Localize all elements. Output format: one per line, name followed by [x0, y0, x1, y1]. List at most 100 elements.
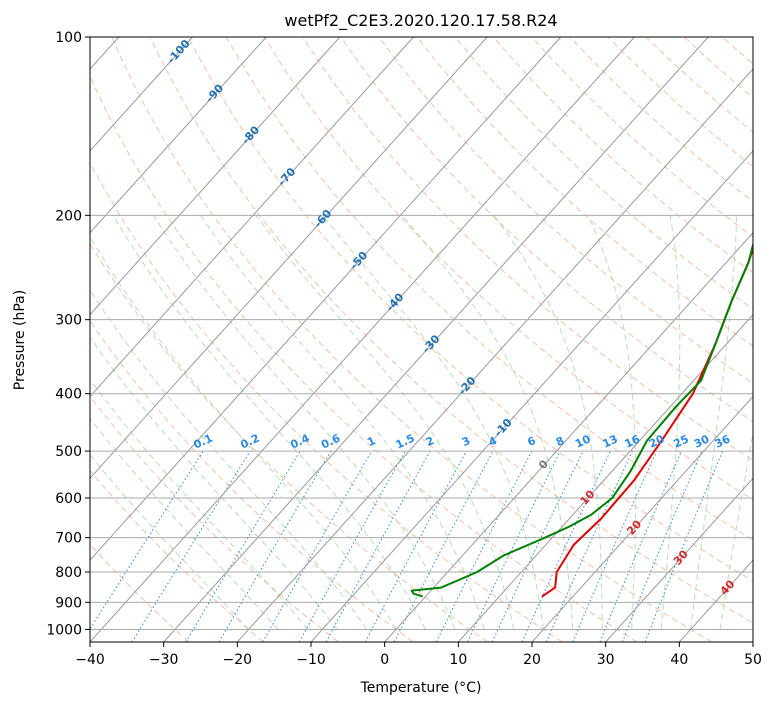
- mixing-ratio-label: 0.4: [288, 431, 311, 451]
- x-tick-label: 0: [380, 652, 389, 668]
- mixing-ratio-line: [185, 450, 301, 642]
- isotherm: [90, 37, 193, 152]
- y-tick-label: 400: [55, 387, 82, 403]
- dry-adiabat: [454, 37, 753, 310]
- mixing-ratio-label: 36: [713, 432, 733, 450]
- x-tick-label: −30: [149, 652, 179, 668]
- moist-adiabat: [660, 215, 681, 630]
- y-tick-label: 600: [55, 491, 82, 507]
- moist-adiabat: [587, 215, 637, 630]
- background-lines: [90, 37, 775, 642]
- mixing-ratio-label: 1.5: [394, 432, 417, 452]
- dry-adiabat: [493, 37, 753, 274]
- moist-adiabat: [90, 235, 397, 630]
- dry-adiabat: [90, 395, 339, 642]
- dry-adiabat: [90, 320, 414, 642]
- chart-title: wetPf2_C2E3.2020.120.17.58.R24: [284, 11, 557, 31]
- moist-adiabat: [255, 215, 515, 630]
- dry-adiabat: [264, 37, 753, 501]
- moist-adiabat: [90, 453, 249, 630]
- dry-adiabat: [531, 37, 753, 238]
- mixing-ratio-label: 25: [672, 432, 691, 450]
- dry-adiabat: [645, 37, 753, 133]
- dry-adiabat: [149, 37, 753, 624]
- y-tick-label: 500: [55, 444, 82, 460]
- dry-adiabat: [90, 543, 190, 642]
- moist-adiabat: [90, 417, 279, 630]
- mixing-ratio-label: 6: [525, 434, 538, 449]
- isotherm: [90, 37, 267, 234]
- mixing-ratio-line: [435, 450, 533, 642]
- mixing-ratio-line: [599, 450, 682, 642]
- moist-adiabat: [402, 214, 574, 630]
- x-tick-label: 40: [670, 652, 688, 668]
- isotherm: [457, 313, 753, 642]
- x-tick-label: 50: [744, 652, 762, 668]
- isotherm: [90, 37, 635, 642]
- x-tick-label: 30: [597, 652, 615, 668]
- mixing-ratio-label: 16: [623, 432, 643, 450]
- mixing-ratio-line: [90, 450, 204, 630]
- y-tick-label: 300: [55, 313, 82, 329]
- mixing-ratio-line: [262, 450, 373, 642]
- mixing-ratio-label: 13: [601, 432, 620, 450]
- profile-lines: [410, 240, 753, 598]
- y-tick-label: 1000: [46, 622, 82, 638]
- dry-adiabat: [90, 161, 563, 642]
- mixing-ratio-line: [364, 450, 467, 642]
- isotherm: [236, 68, 753, 642]
- isotherm: [90, 37, 341, 316]
- y-tick-label: 900: [55, 595, 82, 611]
- y-tick-label: 800: [55, 565, 82, 581]
- mixing-ratio-line: [325, 450, 431, 642]
- mixing-ratio-line: [467, 450, 561, 642]
- x-tick-label: −10: [296, 652, 326, 668]
- dry-adiabat: [761, 37, 775, 642]
- isotherm: [384, 231, 753, 642]
- x-tick-label: −20: [223, 652, 253, 668]
- isotherm: [605, 477, 753, 642]
- axes: −40 −30 −20 −10 0 10 20 30 40 5010020030040050060…: [46, 30, 762, 668]
- mixing-ratio-label: 30: [692, 432, 712, 450]
- isotherm: [90, 37, 414, 398]
- mixing-ratio-line: [644, 450, 724, 642]
- moist-adiabat: [112, 215, 426, 630]
- y-axis-title: Pressure (hPa): [12, 290, 28, 390]
- isotherm: [310, 150, 753, 642]
- isotherm: [163, 37, 709, 642]
- isotherm: [90, 37, 562, 561]
- y-tick-label: 100: [55, 30, 82, 46]
- mixing-ratio-label: 0.6: [319, 431, 342, 451]
- dry-adiabat: [607, 37, 753, 168]
- dry-adiabat: [90, 469, 264, 642]
- mixing-ratio-line: [298, 450, 406, 642]
- y-tick-label: 700: [55, 531, 82, 547]
- mixing-ratio-label: 0.2: [238, 432, 261, 452]
- moist-adiabat: [719, 430, 753, 630]
- mixing-ratio-line: [572, 450, 658, 642]
- y-tick-label: 200: [55, 208, 82, 224]
- dewpoint-line: [410, 240, 753, 598]
- mixing-ratio-line: [545, 450, 633, 642]
- isotherm: [90, 37, 488, 480]
- mixing-ratio-label: 3: [460, 434, 472, 449]
- isotherm: [531, 395, 753, 642]
- x-tick-label: 10: [449, 652, 467, 668]
- mixing-ratio-label: 1: [365, 434, 377, 449]
- plot-frame: [89, 36, 754, 643]
- dry-adiabat: [416, 37, 753, 347]
- line-labels: -100-90-80-70-60-50-40-30-20-10010203040…: [165, 37, 738, 598]
- mixing-ratio-line: [621, 450, 703, 642]
- temperature-line: [541, 245, 753, 598]
- dry-adiabat: [90, 242, 488, 642]
- mixing-ratio-label: 0.1: [192, 432, 215, 452]
- mixing-ratio-label: 20: [647, 432, 667, 450]
- mixing-ratio-line: [131, 450, 251, 642]
- dry-adiabat: [225, 37, 753, 541]
- x-tick-label: −40: [75, 652, 105, 668]
- x-tick-label: 20: [523, 652, 541, 668]
- x-axis-title: Temperature (°C): [360, 680, 482, 696]
- isotherm: [752, 641, 753, 642]
